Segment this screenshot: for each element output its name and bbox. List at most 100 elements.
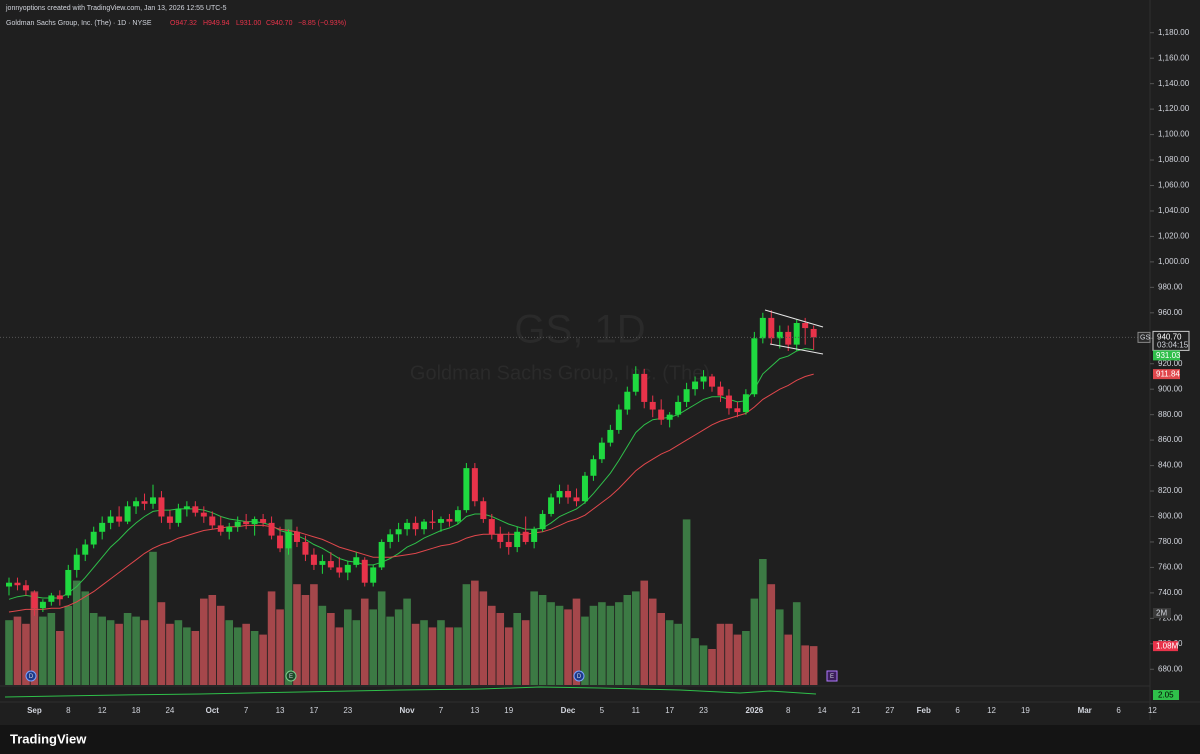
volume-bar xyxy=(216,605,225,685)
candle-body xyxy=(446,519,453,522)
candle-body xyxy=(505,541,512,548)
candle-body xyxy=(759,317,766,339)
candle-body xyxy=(742,394,749,413)
candle-body xyxy=(48,595,55,602)
event[interactable]: E xyxy=(826,670,838,682)
candle-body xyxy=(641,373,648,402)
volume-tick-label: 2M xyxy=(1156,609,1167,618)
volume-bar xyxy=(174,620,183,685)
volume-bar xyxy=(513,613,521,685)
volume-bar xyxy=(564,609,572,685)
x-tick-label: 27 xyxy=(885,706,894,715)
x-tick-label: Feb xyxy=(917,706,931,715)
y-tick-label: 680.00 xyxy=(1158,664,1183,673)
candle-body xyxy=(82,544,89,555)
y-tick-label: 1,100.00 xyxy=(1158,130,1190,139)
volume-bar xyxy=(631,591,640,685)
candle-body xyxy=(260,519,267,523)
candle-body xyxy=(463,468,470,511)
event[interactable]: D xyxy=(25,670,37,682)
volume-bar xyxy=(589,605,598,685)
volume-bar xyxy=(157,602,166,685)
volume-bar xyxy=(615,602,623,685)
candle-body xyxy=(310,554,317,565)
volume-bar xyxy=(733,634,742,685)
volume-bar xyxy=(5,620,13,685)
y-tick-label: 920.00 xyxy=(1158,359,1183,368)
volume-bar xyxy=(360,598,369,685)
x-tick-label: 8 xyxy=(786,706,791,715)
x-tick-label: 14 xyxy=(818,706,827,715)
candle-body xyxy=(73,554,80,570)
ma-label: 911.84 xyxy=(1156,370,1180,379)
volume-bar xyxy=(64,605,73,685)
x-tick-label: Oct xyxy=(206,706,220,715)
candle-body xyxy=(268,522,275,536)
candle-body xyxy=(99,522,106,532)
candle-body xyxy=(65,569,72,596)
volume-bar xyxy=(403,598,411,685)
volume-bar xyxy=(699,645,708,685)
candle-body xyxy=(370,567,377,583)
y-tick-label: 1,120.00 xyxy=(1158,104,1190,113)
volume-bar xyxy=(310,584,318,685)
volume-bar xyxy=(792,602,801,685)
candle-body xyxy=(319,561,326,565)
volume-bar xyxy=(521,620,530,685)
y-tick-label: 1,000.00 xyxy=(1158,257,1190,266)
ohlc-high: H949.94 xyxy=(203,20,230,27)
event[interactable]: E xyxy=(285,670,297,682)
volume-bar xyxy=(581,616,589,685)
candle-body xyxy=(573,497,580,502)
volume-bar xyxy=(801,645,809,685)
candle-body xyxy=(598,442,605,460)
x-tick-label: 7 xyxy=(439,706,444,715)
candle-body xyxy=(556,491,563,498)
volume-bar xyxy=(225,620,234,685)
volume-bar xyxy=(750,598,759,685)
volume-bar xyxy=(72,580,81,685)
volume-bar xyxy=(149,551,157,685)
watermark: GS, 1D xyxy=(514,308,645,352)
volume-bar xyxy=(598,602,606,685)
volume-last-box xyxy=(1153,641,1178,652)
candle-body xyxy=(531,529,538,542)
candle-body xyxy=(454,510,461,522)
candle-body xyxy=(378,541,385,568)
candle-body xyxy=(421,521,428,530)
volume-bar xyxy=(496,613,505,685)
volume-bar xyxy=(301,595,310,685)
event[interactable]: D xyxy=(573,670,585,682)
y-tick-label: 760.00 xyxy=(1158,563,1183,572)
y-tick-label: 840.00 xyxy=(1158,461,1183,470)
candle-body xyxy=(734,408,741,413)
candle-body xyxy=(293,531,300,542)
candle-body xyxy=(217,525,224,532)
volume-bar xyxy=(716,623,725,685)
event-label: D xyxy=(29,674,34,680)
volume-bar xyxy=(276,609,284,685)
volume-bar xyxy=(115,623,123,685)
volume-bar xyxy=(691,638,699,685)
candle-body xyxy=(810,328,817,338)
volume-bar xyxy=(386,616,394,685)
candle-body xyxy=(285,531,292,549)
candle-body xyxy=(412,522,419,530)
x-tick-label: 12 xyxy=(987,706,996,715)
symbol-badge-box xyxy=(1137,331,1151,343)
volume-bar xyxy=(572,598,581,685)
candle-body xyxy=(39,601,46,609)
footer-bar xyxy=(0,725,1200,754)
volume-bar xyxy=(504,627,513,685)
ohlc-open: O947.32 xyxy=(170,20,197,27)
volume-bar xyxy=(369,609,378,685)
volume-bar xyxy=(191,631,200,685)
candle-body xyxy=(56,595,63,600)
x-tick-label: 18 xyxy=(132,706,141,715)
indicator-line xyxy=(4,686,817,698)
x-tick-label: Sep xyxy=(27,706,42,715)
x-tick-label: 12 xyxy=(1148,706,1157,715)
candle-body xyxy=(327,561,334,568)
candle-body xyxy=(141,501,148,504)
